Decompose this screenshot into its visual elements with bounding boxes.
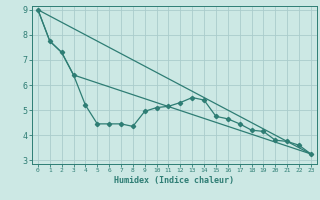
X-axis label: Humidex (Indice chaleur): Humidex (Indice chaleur) (115, 176, 234, 185)
